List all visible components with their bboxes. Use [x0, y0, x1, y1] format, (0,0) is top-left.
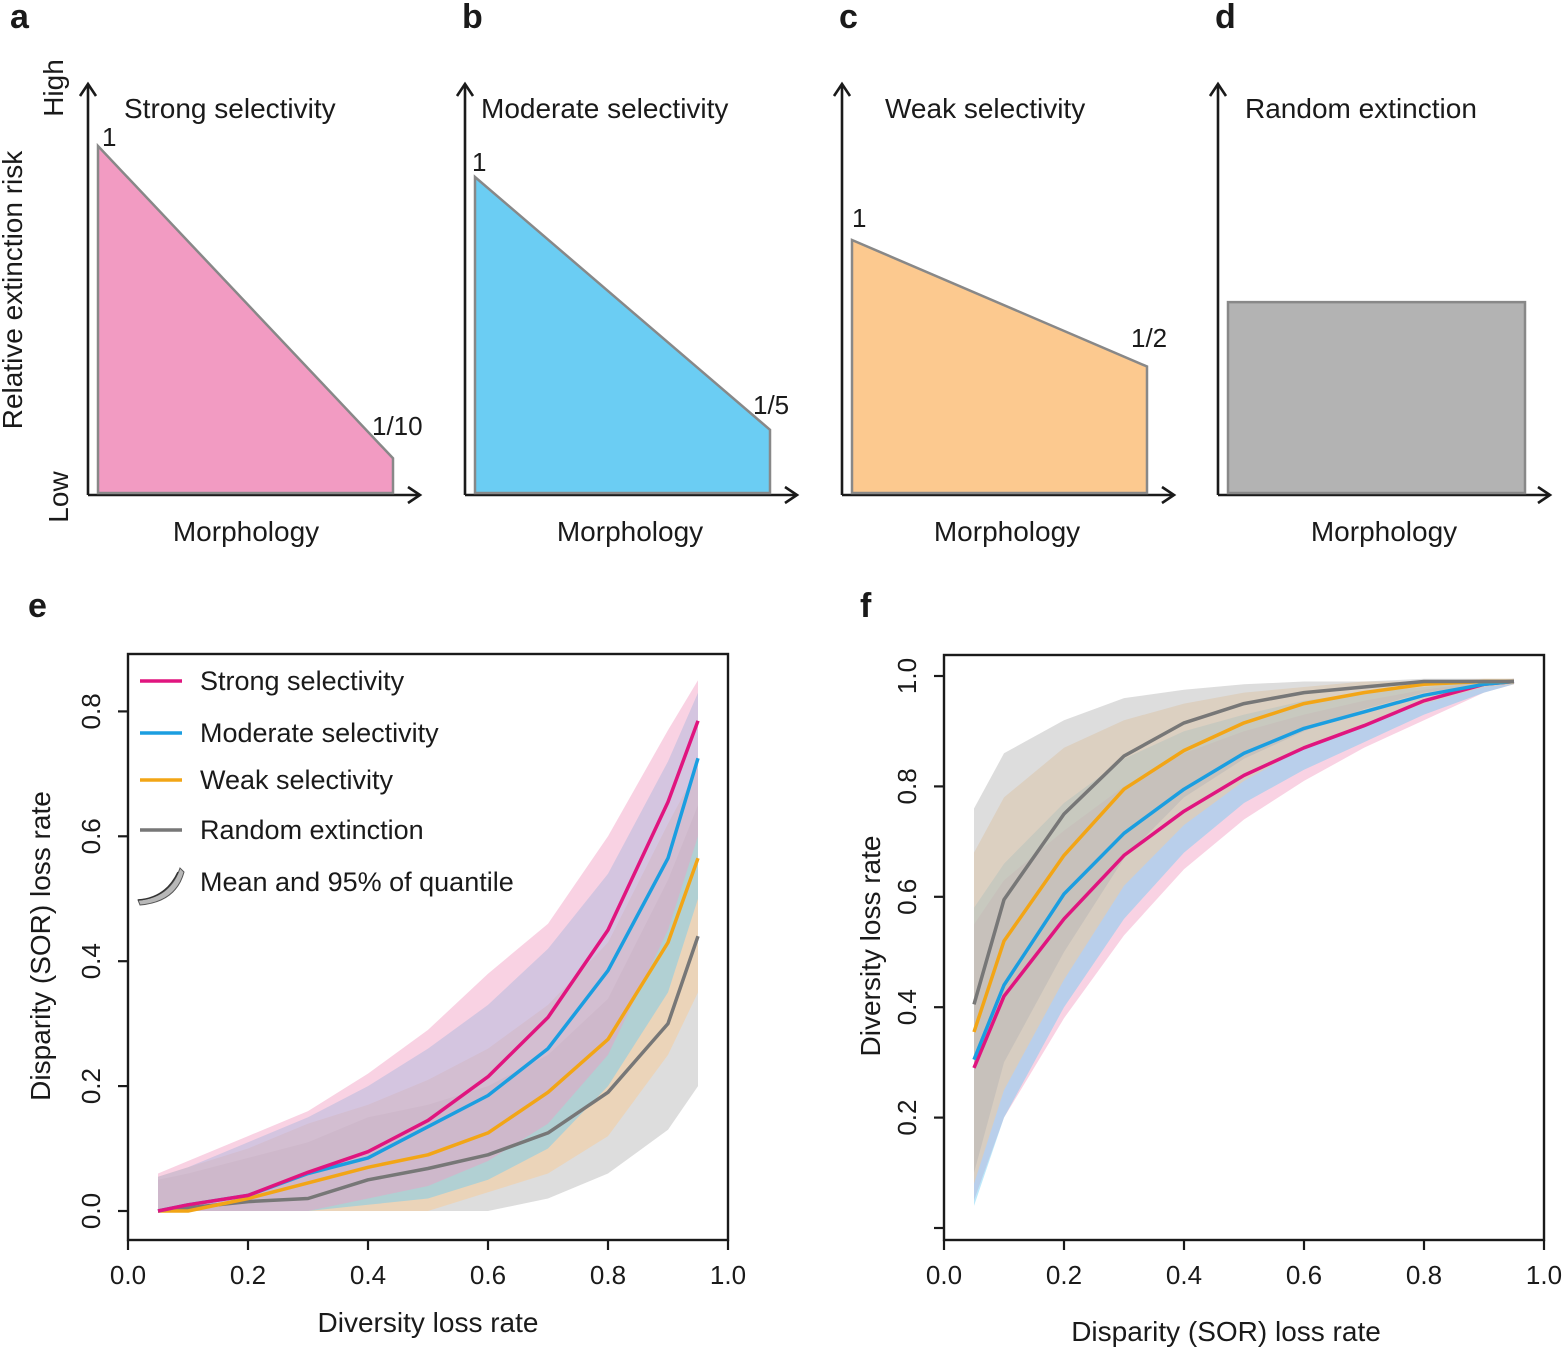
panel-f-band-random: [974, 678, 1514, 1173]
panel-e-x-tick-label: 1.0: [710, 1260, 746, 1290]
panel-a-risk-area: [96, 142, 395, 495]
panel-d-axes: [1208, 81, 1553, 505]
panel-letter-a: a: [10, 0, 30, 36]
panel-f-x-axis-title: Disparity (SOR) loss rate: [1071, 1316, 1381, 1347]
legend-band-label: Mean and 95% of quantile: [200, 867, 514, 897]
panel-d-title: Random extinction: [1245, 93, 1477, 124]
legend-band-line: [137, 871, 179, 901]
panel-b-title: Moderate selectivity: [481, 93, 728, 124]
panel-e: e 0.0 0.2 0.4 0.6 0.8 1.0 0.0 0.2 0.4 0.6 0.8 Div…: [25, 587, 746, 1338]
panel-e-line-strong: [157, 720, 700, 1213]
panel-c-title: Weak selectivity: [885, 93, 1085, 124]
panel-c: c Weak selectivity 1 1/2 Morphology: [832, 0, 1177, 547]
legend-strong-label: Strong selectivity: [200, 666, 405, 696]
panel-e-y-ticks: 0.0 0.2 0.4 0.6 0.8: [76, 693, 128, 1229]
top-y-high-label: High: [38, 59, 69, 117]
panel-e-x-axis-title: Diversity loss rate: [318, 1307, 539, 1338]
panel-f-line-weak: [972, 679, 1514, 1033]
panel-b-end-label: 1/5: [753, 390, 789, 420]
top-y-low-label: Low: [43, 471, 74, 523]
top-y-axis-title: Relative extinction risk: [0, 150, 28, 430]
legend: Strong selectivity Moderate selectivity …: [137, 666, 514, 906]
panel-f-x-tick-label: 0.8: [1406, 1260, 1442, 1290]
panel-e-line-weak: [158, 857, 700, 1213]
panel-e-x-tick-label: 0.8: [590, 1260, 626, 1290]
panel-f-band-moderate: [974, 678, 1514, 1206]
panel-f-line-strong: [972, 679, 1515, 1069]
panel-e-band-moderate: [158, 692, 698, 1211]
panel-a-title: Strong selectivity: [124, 93, 336, 124]
panel-e-y-tick-label: 0.0: [76, 1193, 106, 1229]
panel-a-start-label: 1: [102, 122, 116, 152]
panel-c-axes: [832, 81, 1177, 505]
panel-e-x-ticks: 0.0 0.2 0.4 0.6 0.8 1.0: [110, 1240, 746, 1290]
panel-b: b Moderate selectivity 1 1/5 Morphology: [455, 0, 800, 547]
panel-c-start-label: 1: [852, 203, 866, 233]
panel-f-lines: [972, 679, 1515, 1069]
panel-a-x-label: Morphology: [173, 516, 319, 547]
panel-f-x-tick-label: 0.2: [1046, 1260, 1082, 1290]
panel-e-band-random: [158, 805, 698, 1211]
panel-e-x-tick-label: 0.0: [110, 1260, 146, 1290]
panel-c-end-label: 1/2: [1131, 323, 1167, 353]
legend-moderate-label: Moderate selectivity: [200, 718, 439, 748]
panel-f-x-tick-label: 0.0: [926, 1260, 962, 1290]
panel-a-axes: [78, 81, 423, 505]
panel-f: f 0.0 0.2 0.4 0.6 0.8 1.0 0.2 0.4 0.6 0.8 1.0 Dis…: [855, 587, 1562, 1347]
panel-f-line-random: [972, 679, 1514, 1005]
panel-f-y-tick-label: 0.6: [892, 879, 922, 915]
panel-a-end-label: 1/10: [372, 411, 423, 441]
panel-f-line-moderate: [972, 679, 1515, 1061]
panel-f-x-tick-label: 0.4: [1166, 1260, 1202, 1290]
panel-f-frame: [942, 653, 1546, 1242]
panel-f-y-tick-label: 0.4: [892, 989, 922, 1025]
panel-e-y-tick-label: 0.6: [76, 818, 106, 854]
panel-b-x-label: Morphology: [557, 516, 703, 547]
panel-b-axes: [455, 81, 800, 505]
panel-b-start-label: 1: [472, 147, 486, 177]
panel-e-y-tick-label: 0.8: [76, 693, 106, 729]
panel-f-band-strong: [974, 678, 1514, 1201]
panel-f-y-tick-label: 1.0: [892, 658, 922, 694]
panel-letter-e: e: [28, 587, 47, 625]
legend-random-label: Random extinction: [200, 815, 424, 845]
panel-e-lines: [157, 720, 700, 1213]
panel-d-risk-area: [1226, 300, 1527, 495]
panel-e-x-tick-label: 0.2: [230, 1260, 266, 1290]
panel-e-frame: [126, 652, 730, 1242]
panel-e-x-tick-label: 0.6: [470, 1260, 506, 1290]
panel-e-y-tick-label: 0.4: [76, 943, 106, 979]
panel-e-band-weak: [158, 767, 698, 1211]
panel-letter-b: b: [462, 0, 483, 36]
panel-a: a Strong selectivity 1 1/10 Morphology: [10, 0, 423, 547]
panel-e-y-tick-label: 0.2: [76, 1068, 106, 1104]
legend-weak-label: Weak selectivity: [200, 765, 394, 795]
panel-c-risk-area: [850, 238, 1149, 495]
panel-f-bands: [974, 678, 1514, 1206]
panel-f-y-tick-label: 0.2: [892, 1100, 922, 1136]
panel-d-x-label: Morphology: [1311, 516, 1457, 547]
panel-b-risk-area: [473, 174, 772, 495]
panel-f-y-tick-label: 0.8: [892, 768, 922, 804]
panel-f-x-ticks: 0.0 0.2 0.4 0.6 0.8 1.0: [926, 1240, 1562, 1290]
panel-e-y-axis-title: Disparity (SOR) loss rate: [25, 791, 56, 1101]
panel-letter-f: f: [860, 587, 872, 625]
panel-e-bands: [158, 680, 698, 1211]
panel-e-x-tick-label: 0.4: [350, 1260, 386, 1290]
panel-letter-d: d: [1215, 0, 1236, 36]
panel-letter-c: c: [839, 0, 858, 36]
panel-f-x-tick-label: 1.0: [1526, 1260, 1562, 1290]
panel-d: d Random extinction Morphology: [1208, 0, 1553, 547]
panel-f-y-ticks: 0.2 0.4 0.6 0.8 1.0: [892, 658, 944, 1230]
panel-c-x-label: Morphology: [934, 516, 1080, 547]
panel-f-x-tick-label: 0.6: [1286, 1260, 1322, 1290]
panel-f-y-axis-title: Diversity loss rate: [855, 836, 886, 1057]
